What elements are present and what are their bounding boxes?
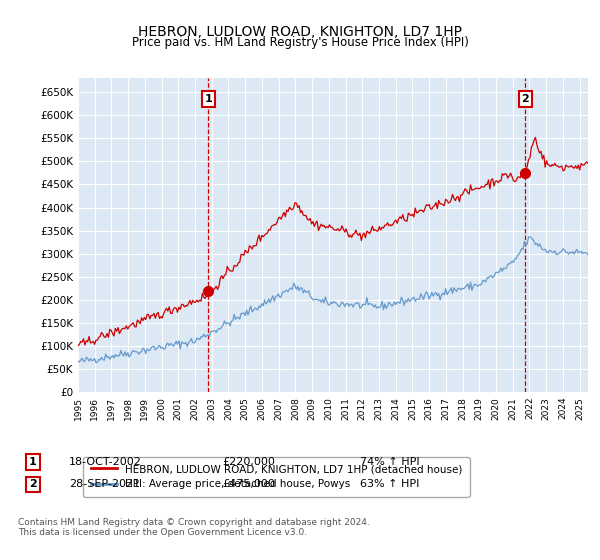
Text: £220,000: £220,000 xyxy=(222,457,275,467)
Text: 1: 1 xyxy=(29,457,37,467)
Text: £475,000: £475,000 xyxy=(222,479,275,489)
Text: 63% ↑ HPI: 63% ↑ HPI xyxy=(360,479,419,489)
Legend: HEBRON, LUDLOW ROAD, KNIGHTON, LD7 1HP (detached house), HPI: Average price, det: HEBRON, LUDLOW ROAD, KNIGHTON, LD7 1HP (… xyxy=(83,457,470,497)
Text: HEBRON, LUDLOW ROAD, KNIGHTON, LD7 1HP: HEBRON, LUDLOW ROAD, KNIGHTON, LD7 1HP xyxy=(138,25,462,39)
Text: 18-OCT-2002: 18-OCT-2002 xyxy=(69,457,142,467)
Text: 1: 1 xyxy=(205,94,212,104)
Text: 2: 2 xyxy=(29,479,37,489)
Text: Contains HM Land Registry data © Crown copyright and database right 2024.
This d: Contains HM Land Registry data © Crown c… xyxy=(18,518,370,538)
Text: 2: 2 xyxy=(521,94,529,104)
Text: 74% ↑ HPI: 74% ↑ HPI xyxy=(360,457,419,467)
Text: 28-SEP-2021: 28-SEP-2021 xyxy=(69,479,140,489)
Text: Price paid vs. HM Land Registry's House Price Index (HPI): Price paid vs. HM Land Registry's House … xyxy=(131,36,469,49)
